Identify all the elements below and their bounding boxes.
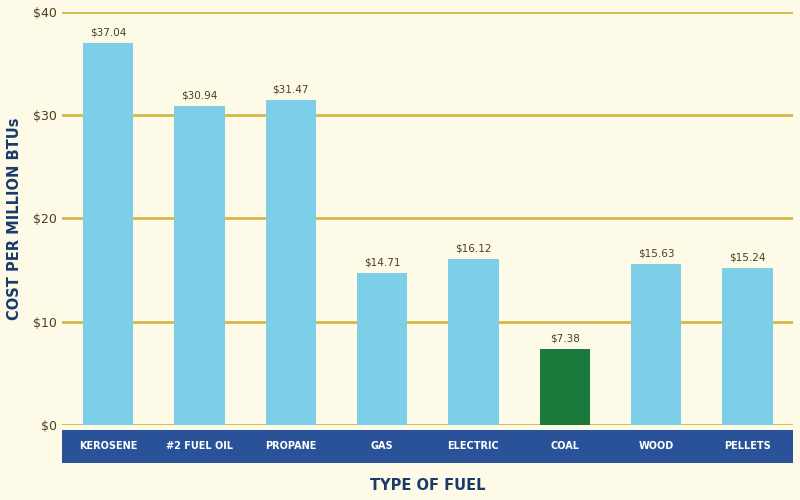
Bar [357, 273, 407, 425]
Text: WOOD: WOOD [638, 442, 674, 452]
Text: GAS: GAS [370, 442, 394, 452]
Text: $7.38: $7.38 [550, 334, 580, 344]
Text: PROPANE: PROPANE [265, 442, 317, 452]
Text: #2 FUEL OIL: #2 FUEL OIL [166, 442, 233, 452]
Bar [631, 264, 681, 425]
Text: PELLETS: PELLETS [724, 442, 770, 452]
Bar [83, 42, 134, 425]
Y-axis label: COST PER MILLION BTUs: COST PER MILLION BTUs [7, 117, 22, 320]
Text: ELECTRIC: ELECTRIC [447, 442, 499, 452]
Text: $31.47: $31.47 [273, 85, 309, 95]
Bar [266, 100, 316, 425]
Text: $15.63: $15.63 [638, 248, 674, 258]
Text: $15.24: $15.24 [729, 252, 766, 262]
Bar [448, 258, 498, 425]
Text: TYPE OF FUEL: TYPE OF FUEL [370, 478, 486, 492]
Text: $30.94: $30.94 [182, 90, 218, 101]
Text: $16.12: $16.12 [455, 244, 492, 254]
Text: COAL: COAL [550, 442, 579, 452]
Bar [540, 349, 590, 425]
Text: KEROSENE: KEROSENE [79, 442, 138, 452]
Bar [722, 268, 773, 425]
Text: $14.71: $14.71 [364, 258, 400, 268]
Bar [174, 106, 225, 425]
Text: $37.04: $37.04 [90, 28, 126, 38]
